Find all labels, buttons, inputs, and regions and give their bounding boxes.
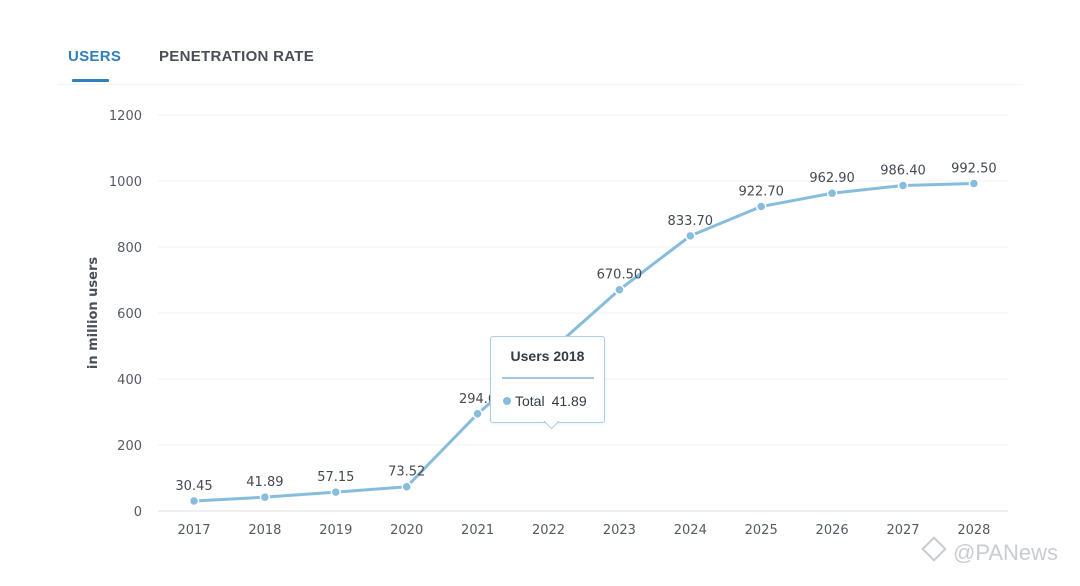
series-line [193, 181, 974, 503]
data-point [330, 486, 342, 498]
y-tick-label: 400 [117, 373, 142, 388]
tooltip-series-marker [503, 397, 511, 405]
data-point [755, 201, 767, 212]
data-point [685, 230, 696, 242]
y-tick-label: 0 [134, 505, 142, 520]
y-tick-label: 1000 [109, 175, 142, 190]
data-point [472, 408, 483, 420]
tab-penetration-rate[interactable]: PENETRATION RATE [159, 48, 315, 65]
watermark: @PANews [921, 536, 1059, 566]
data-point [968, 178, 980, 189]
data-label: 962.90 [809, 171, 855, 186]
data-label: 992.50 [951, 161, 997, 176]
data-label: 294.6 [459, 392, 496, 407]
tabs-divider [58, 84, 1023, 85]
data-label: 922.70 [738, 185, 784, 200]
y-axis-label: in million users [86, 257, 101, 370]
tooltip-row: Total 41.89 [515, 393, 587, 409]
x-tick-label: 2018 [248, 523, 281, 538]
data-label: 986.40 [880, 163, 926, 178]
data-point [188, 495, 200, 507]
data-point [259, 491, 271, 503]
data-point [897, 180, 909, 191]
data-label: 833.70 [668, 214, 714, 229]
y-tick-label: 800 [117, 241, 142, 256]
x-tick-label: 2028 [957, 523, 990, 538]
x-tick-label: 2020 [390, 523, 423, 538]
data-label: 57.15 [317, 470, 354, 485]
data-point [614, 284, 625, 295]
chart-tooltip: Users 2018 Total 41.89 [490, 336, 605, 423]
tooltip-title: Users 2018 [510, 348, 585, 364]
x-tick-label: 2017 [177, 523, 210, 538]
x-tick-label: 2024 [674, 523, 707, 538]
active-tab-indicator [72, 79, 109, 82]
data-point [401, 481, 412, 492]
tooltip-separator [502, 377, 594, 379]
data-label: 73.52 [388, 465, 425, 480]
y-tick-label: 200 [117, 439, 142, 454]
data-label: 41.89 [246, 475, 283, 490]
x-tick-label: 2019 [319, 523, 352, 538]
x-tick-label: 2026 [816, 523, 849, 538]
x-tick-label: 2021 [461, 523, 494, 538]
y-tick-label: 600 [117, 307, 142, 322]
x-tick-label: 2025 [745, 523, 778, 538]
x-tick-label: 2027 [886, 523, 919, 538]
x-tick-label: 2022 [532, 523, 565, 538]
data-label: 30.45 [175, 479, 212, 494]
tooltip-series-label: Total [515, 393, 545, 409]
data-point [826, 187, 838, 199]
watermark-text: @PANews [953, 540, 1059, 565]
tab-bar: USERS PENETRATION RATE [0, 0, 1080, 90]
tooltip-value: 41.89 [551, 393, 587, 409]
x-tick-label: 2023 [603, 523, 636, 538]
y-tick-label: 1200 [109, 109, 142, 124]
data-label: 670.50 [597, 268, 643, 283]
watermark-logo-icon [921, 536, 947, 562]
tab-users[interactable]: USERS [68, 48, 122, 65]
